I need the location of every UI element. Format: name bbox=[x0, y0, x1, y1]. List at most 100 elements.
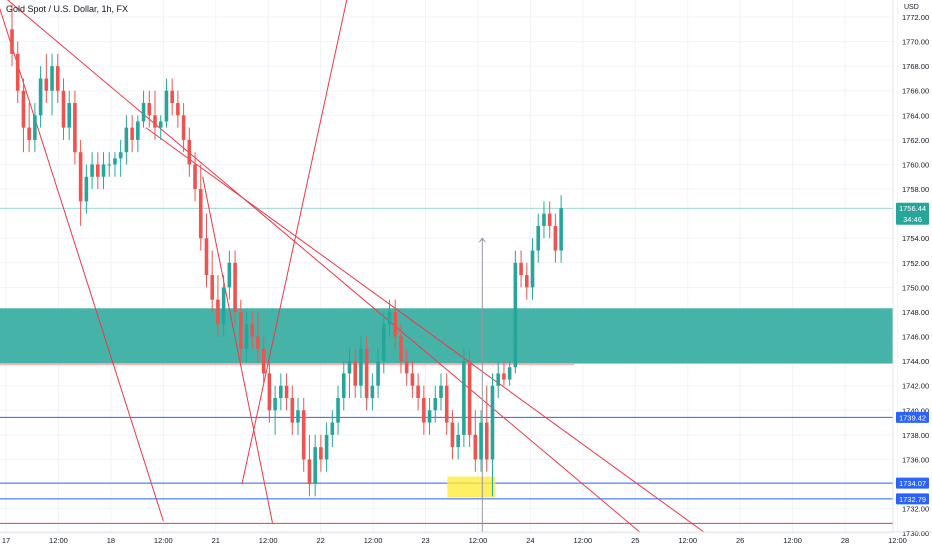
candle-body[interactable] bbox=[256, 336, 260, 349]
candle-body[interactable] bbox=[553, 225, 558, 251]
candle-body[interactable] bbox=[473, 434, 478, 460]
trend-line[interactable] bbox=[145, 127, 714, 540]
candle-body[interactable] bbox=[130, 127, 134, 140]
symbol-title[interactable]: Gold Spot / U.S. Dollar, 1h, FX bbox=[6, 4, 129, 14]
trend-line[interactable] bbox=[0, 0, 164, 522]
candle-body[interactable] bbox=[364, 348, 369, 398]
candle-body[interactable] bbox=[307, 459, 312, 485]
candle-body[interactable] bbox=[336, 397, 340, 423]
candle-body[interactable] bbox=[536, 225, 541, 251]
candle-body[interactable] bbox=[176, 103, 180, 116]
candle-body[interactable] bbox=[404, 361, 409, 374]
candle-body[interactable] bbox=[38, 78, 43, 116]
candle-body[interactable] bbox=[50, 66, 54, 91]
candle-body[interactable] bbox=[198, 189, 203, 239]
candle-body[interactable] bbox=[467, 361, 472, 435]
candle-body[interactable] bbox=[490, 385, 495, 460]
candle-body[interactable] bbox=[525, 275, 529, 288]
candle-body[interactable] bbox=[239, 311, 243, 349]
candle-body[interactable] bbox=[387, 311, 392, 325]
candle-body[interactable] bbox=[376, 361, 380, 386]
candle-body[interactable] bbox=[55, 66, 60, 91]
candle-body[interactable] bbox=[427, 410, 432, 423]
trend-line[interactable] bbox=[241, 0, 364, 485]
candle-body[interactable] bbox=[530, 250, 535, 288]
candle-body[interactable] bbox=[296, 410, 300, 423]
candle-body[interactable] bbox=[147, 103, 152, 116]
candle-body[interactable] bbox=[399, 336, 403, 362]
candle-body[interactable] bbox=[347, 361, 352, 374]
candle-body[interactable] bbox=[78, 152, 83, 202]
candle-body[interactable] bbox=[273, 397, 277, 411]
candle-body[interactable] bbox=[244, 324, 249, 349]
candle-body[interactable] bbox=[542, 213, 546, 226]
candle-body[interactable] bbox=[479, 422, 483, 460]
candle-body[interactable] bbox=[193, 164, 197, 190]
candle-body[interactable] bbox=[313, 447, 317, 485]
candle-body[interactable] bbox=[496, 373, 500, 386]
trend-line[interactable] bbox=[202, 176, 274, 524]
candle-body[interactable] bbox=[450, 422, 455, 448]
candle-body[interactable] bbox=[27, 127, 31, 140]
candle-body[interactable] bbox=[84, 176, 89, 202]
candle-body[interactable] bbox=[267, 373, 272, 411]
candle-body[interactable] bbox=[359, 348, 363, 386]
candle-body[interactable] bbox=[10, 29, 14, 54]
candle-body[interactable] bbox=[101, 164, 106, 177]
candle-body[interactable] bbox=[519, 262, 523, 276]
candle-body[interactable] bbox=[107, 164, 112, 166]
candle-body[interactable] bbox=[422, 397, 426, 423]
candle-body[interactable] bbox=[341, 373, 346, 398]
candle-body[interactable] bbox=[233, 262, 237, 312]
candle-body[interactable] bbox=[181, 115, 186, 140]
candle-body[interactable] bbox=[484, 422, 489, 460]
candle-body[interactable] bbox=[44, 78, 49, 91]
support-zone[interactable] bbox=[0, 308, 893, 364]
candle-body[interactable] bbox=[170, 90, 174, 104]
candle-body[interactable] bbox=[502, 373, 506, 380]
candle-body[interactable] bbox=[330, 422, 335, 435]
candle-body[interactable] bbox=[136, 121, 140, 140]
candle-body[interactable] bbox=[227, 262, 232, 288]
candle-body[interactable] bbox=[439, 385, 443, 398]
candle-body[interactable] bbox=[261, 348, 266, 374]
candle-body[interactable] bbox=[21, 90, 26, 128]
candle-body[interactable] bbox=[96, 164, 100, 177]
candle-body[interactable] bbox=[216, 299, 220, 325]
candle-body[interactable] bbox=[73, 103, 77, 153]
trend-line[interactable] bbox=[0, 0, 648, 539]
candle-body[interactable] bbox=[158, 121, 163, 128]
candle-body[interactable] bbox=[250, 324, 255, 337]
candle-body[interactable] bbox=[324, 434, 329, 460]
candle-body[interactable] bbox=[124, 127, 129, 153]
candle-body[interactable] bbox=[113, 158, 117, 165]
candle-body[interactable] bbox=[444, 385, 449, 423]
candle-body[interactable] bbox=[141, 103, 146, 122]
candle-body[interactable] bbox=[61, 90, 66, 128]
candle-body[interactable] bbox=[433, 397, 438, 411]
candle-body[interactable] bbox=[221, 287, 226, 325]
candle-body[interactable] bbox=[507, 367, 512, 380]
candle-body[interactable] bbox=[416, 385, 420, 398]
candle-body[interactable] bbox=[353, 361, 357, 386]
candle-body[interactable] bbox=[382, 324, 386, 362]
candle-body[interactable] bbox=[164, 90, 169, 122]
candle-body[interactable] bbox=[210, 275, 214, 300]
candle-body[interactable] bbox=[393, 311, 398, 337]
candle-body[interactable] bbox=[284, 385, 289, 398]
candle-body[interactable] bbox=[67, 103, 71, 128]
candle-body[interactable] bbox=[559, 208, 563, 251]
candle-body[interactable] bbox=[90, 164, 94, 177]
low-highlight-box[interactable] bbox=[447, 476, 496, 498]
trend-line[interactable] bbox=[924, 0, 932, 8]
candle-body[interactable] bbox=[513, 262, 518, 368]
candle-body[interactable] bbox=[370, 385, 375, 398]
candle-body[interactable] bbox=[319, 447, 323, 460]
candle-body[interactable] bbox=[187, 139, 192, 165]
candle-body[interactable] bbox=[153, 115, 157, 128]
candle-body[interactable] bbox=[462, 361, 466, 435]
candle-body[interactable] bbox=[204, 238, 209, 276]
candle-body[interactable] bbox=[33, 115, 37, 140]
candle-body[interactable] bbox=[290, 397, 295, 423]
